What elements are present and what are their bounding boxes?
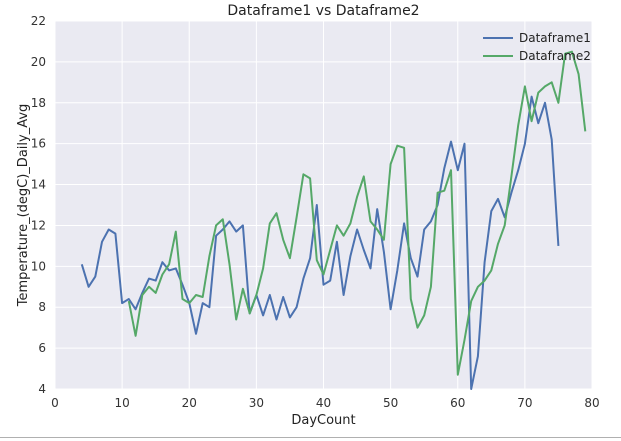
y-axis-label: Temperature_(degC)_Daily_Avg [16,104,31,308]
y-tick-label: 16 [31,137,46,151]
x-tick-labels: 0 10 20 30 40 50 60 70 80 [51,396,599,410]
x-tick-label: 20 [182,396,197,410]
legend: Dataframe1 Dataframe2 [483,31,591,63]
x-axis-label: DayCount [291,413,355,428]
y-tick-label: 18 [31,96,46,110]
legend-label: Dataframe2 [519,49,591,63]
series-line-dataframe2 [127,50,587,376]
y-tick-label: 20 [31,55,46,69]
x-tick-label: 10 [114,396,129,410]
y-tick-label: 14 [31,178,46,192]
x-tick-label: 80 [584,396,599,410]
chart-title: Dataframe1 vs Dataframe2 [227,3,419,19]
x-tick-label: 30 [249,396,264,410]
bottom-divider [0,437,621,438]
x-tick-label: 60 [450,396,465,410]
y-tick-label: 12 [31,218,46,232]
series-lines [80,50,587,390]
y-tick-labels: 4 6 8 10 12 14 16 18 20 22 [31,14,46,396]
y-tick-label: 22 [31,14,46,28]
y-tick-label: 10 [31,259,46,273]
x-tick-label: 70 [517,396,532,410]
legend-label: Dataframe1 [519,31,591,45]
grid-lines [54,20,593,390]
x-tick-label: 40 [316,396,331,410]
x-tick-label: 0 [51,396,59,410]
x-tick-label: 50 [383,396,398,410]
y-tick-label: 6 [38,341,46,355]
y-tick-label: 4 [38,382,46,396]
y-tick-label: 8 [38,300,46,314]
series-line-dataframe1 [80,95,560,390]
